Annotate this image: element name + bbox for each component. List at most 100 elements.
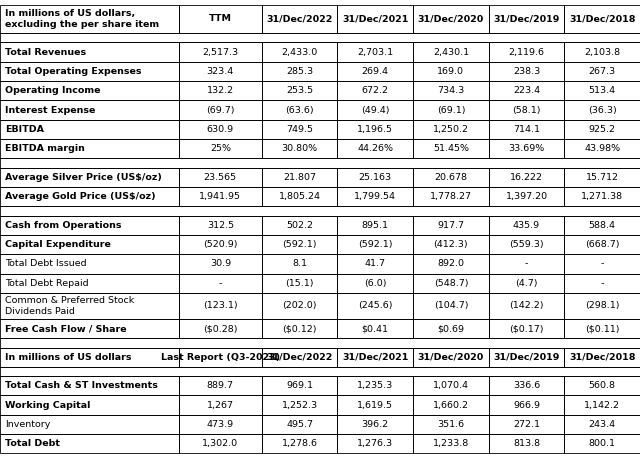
Text: 1,250.2: 1,250.2 (433, 125, 469, 134)
Bar (0, 348, 179, 367)
Text: 323.4: 323.4 (207, 67, 234, 76)
Bar (564, 62, 640, 81)
Text: 1,799.54: 1,799.54 (354, 192, 396, 201)
Bar (0, 395, 179, 415)
Bar (337, 319, 413, 338)
Text: 1,233.8: 1,233.8 (433, 439, 469, 448)
Bar (489, 43, 564, 62)
Text: 1,271.38: 1,271.38 (581, 192, 623, 201)
Text: 44.26%: 44.26% (357, 144, 393, 153)
Bar (0, 338, 640, 348)
Bar (179, 100, 262, 120)
Bar (179, 273, 262, 293)
Bar (489, 293, 564, 319)
Text: 1,070.4: 1,070.4 (433, 381, 469, 390)
Bar (489, 254, 564, 273)
Text: (592.1): (592.1) (358, 240, 392, 249)
Bar (262, 434, 337, 453)
Bar (564, 415, 640, 434)
Bar (179, 293, 262, 319)
Text: (123.1): (123.1) (203, 301, 237, 311)
Text: 917.7: 917.7 (437, 221, 465, 230)
Bar (337, 168, 413, 187)
Bar (262, 100, 337, 120)
Text: (245.6): (245.6) (358, 301, 392, 311)
Text: 43.98%: 43.98% (584, 144, 620, 153)
Bar (564, 43, 640, 62)
Bar (337, 395, 413, 415)
Bar (179, 187, 262, 206)
Bar (564, 319, 640, 338)
Bar (413, 395, 489, 415)
Bar (564, 5, 640, 33)
Bar (489, 348, 564, 367)
Bar (413, 139, 489, 158)
Bar (0, 120, 179, 139)
Bar (489, 139, 564, 158)
Text: 31/Dec/2020: 31/Dec/2020 (418, 353, 484, 362)
Text: 1,941.95: 1,941.95 (199, 192, 241, 201)
Bar (0, 367, 640, 376)
Text: ($0.12): ($0.12) (282, 324, 317, 333)
Bar (179, 434, 262, 453)
Bar (413, 216, 489, 235)
Text: 588.4: 588.4 (589, 221, 616, 230)
Bar (413, 273, 489, 293)
Text: 31/Dec/2018: 31/Dec/2018 (569, 14, 636, 23)
Bar (489, 5, 564, 33)
Bar (489, 168, 564, 187)
Bar (0, 62, 179, 81)
Bar (489, 376, 564, 395)
Bar (564, 348, 640, 367)
Text: 31/Dec/2021: 31/Dec/2021 (342, 353, 408, 362)
Text: -: - (219, 279, 222, 288)
Bar (179, 395, 262, 415)
Bar (337, 139, 413, 158)
Text: (520.9): (520.9) (203, 240, 237, 249)
Bar (489, 62, 564, 81)
Text: 1,397.20: 1,397.20 (506, 192, 548, 201)
Text: 16.222: 16.222 (510, 173, 543, 182)
Bar (337, 434, 413, 453)
Text: 630.9: 630.9 (207, 125, 234, 134)
Text: 495.7: 495.7 (286, 420, 313, 429)
Text: Inventory: Inventory (5, 420, 51, 429)
Text: 31/Dec/2021: 31/Dec/2021 (342, 14, 408, 23)
Bar (413, 168, 489, 187)
Bar (564, 187, 640, 206)
Text: 2,433.0: 2,433.0 (282, 48, 317, 57)
Text: 1,660.2: 1,660.2 (433, 401, 469, 409)
Text: 30.9: 30.9 (210, 259, 231, 268)
Text: $0.69: $0.69 (437, 324, 465, 333)
Text: Cash from Operations: Cash from Operations (5, 221, 122, 230)
Text: 31/Dec/2022: 31/Dec/2022 (266, 353, 333, 362)
Bar (262, 319, 337, 338)
Text: (202.0): (202.0) (282, 301, 317, 311)
Text: 1,302.0: 1,302.0 (202, 439, 238, 448)
Bar (413, 434, 489, 453)
Text: 8.1: 8.1 (292, 259, 307, 268)
Bar (489, 434, 564, 453)
Bar (179, 168, 262, 187)
Bar (179, 216, 262, 235)
Text: (49.4): (49.4) (361, 105, 390, 114)
Text: Average Gold Price (US$/oz): Average Gold Price (US$/oz) (5, 192, 156, 201)
Text: Interest Expense: Interest Expense (5, 105, 95, 114)
Text: 800.1: 800.1 (589, 439, 616, 448)
Bar (564, 216, 640, 235)
Text: 1,278.6: 1,278.6 (282, 439, 317, 448)
Bar (262, 216, 337, 235)
Text: (559.3): (559.3) (509, 240, 544, 249)
Text: 132.2: 132.2 (207, 86, 234, 95)
Text: Last Report (Q3-2023): Last Report (Q3-2023) (161, 353, 280, 362)
Bar (337, 293, 413, 319)
Bar (0, 81, 179, 100)
Bar (337, 254, 413, 273)
Bar (337, 100, 413, 120)
Text: Capital Expenditure: Capital Expenditure (5, 240, 111, 249)
Text: 435.9: 435.9 (513, 221, 540, 230)
Text: 1,252.3: 1,252.3 (282, 401, 317, 409)
Bar (489, 216, 564, 235)
Bar (564, 120, 640, 139)
Text: 1,267: 1,267 (207, 401, 234, 409)
